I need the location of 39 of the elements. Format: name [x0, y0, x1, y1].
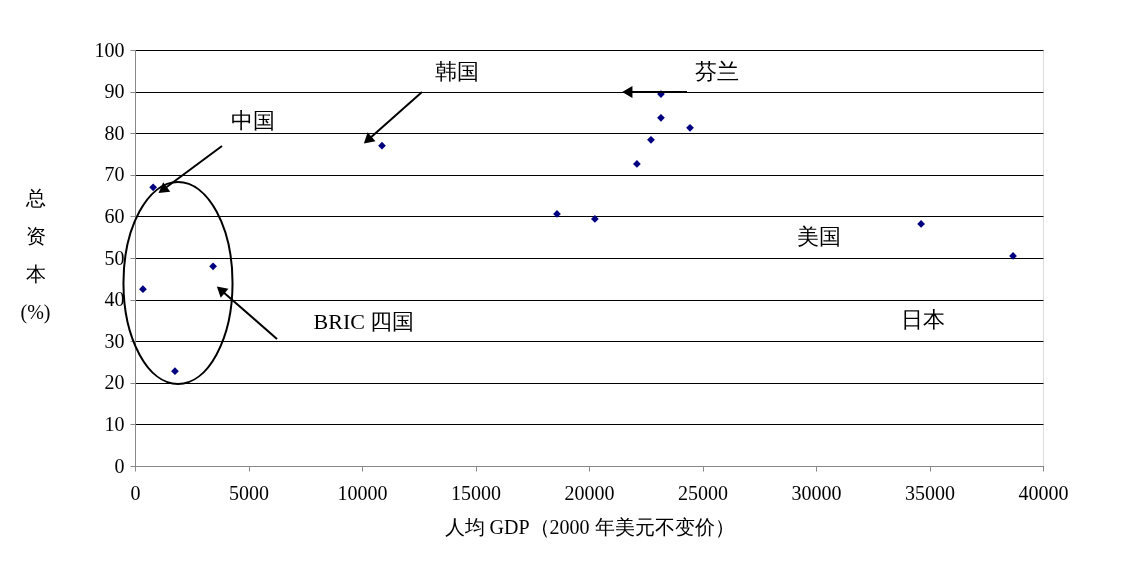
point — [917, 220, 925, 228]
point — [633, 160, 641, 168]
x-tick-label: 35000 — [905, 481, 955, 504]
y-tick-label: 40 — [104, 288, 125, 311]
y-tick-label: 10 — [104, 412, 125, 435]
point — [657, 113, 665, 122]
y-tick-label: 50 — [104, 246, 125, 269]
annotation: 美国 — [797, 224, 841, 249]
x-tick-label: 0 — [130, 481, 141, 504]
point — [171, 367, 179, 376]
x-tick-label: 5000 — [229, 481, 269, 504]
point — [591, 215, 599, 223]
y-tick-label: 0 — [114, 454, 125, 477]
x-tick-label: 10000 — [337, 481, 388, 504]
point — [647, 135, 655, 144]
y-axis-title: 总资本(%) — [20, 186, 51, 324]
y-tick-label: 70 — [104, 163, 125, 186]
point — [209, 262, 217, 271]
y-tick-label: 80 — [104, 121, 125, 144]
point — [139, 285, 147, 294]
annotation: 日本 — [901, 307, 945, 332]
x-tick-label: 40000 — [1018, 481, 1069, 504]
x-tick-label: 25000 — [678, 481, 728, 504]
point — [378, 141, 386, 150]
y-tick-label: 90 — [104, 80, 125, 103]
annotation: BRIC 四国 — [313, 309, 415, 334]
x-tick-label: 30000 — [791, 481, 842, 504]
annotation: 中国 — [231, 108, 275, 133]
point — [686, 123, 694, 132]
y-tick-label: 100 — [94, 38, 125, 61]
x-tick-label: 15000 — [451, 481, 501, 504]
y-tick-label: 30 — [104, 329, 125, 352]
point — [149, 183, 158, 192]
x-axis-title: 人均 GDP（2000 年美元不变价） — [444, 515, 735, 538]
annotation: 芬兰 — [695, 59, 739, 84]
x-tick-label: 20000 — [564, 481, 615, 504]
annotation: 韩国 — [435, 59, 479, 84]
y-tick-label: 20 — [104, 371, 125, 394]
y-tick-label: 60 — [104, 204, 125, 227]
